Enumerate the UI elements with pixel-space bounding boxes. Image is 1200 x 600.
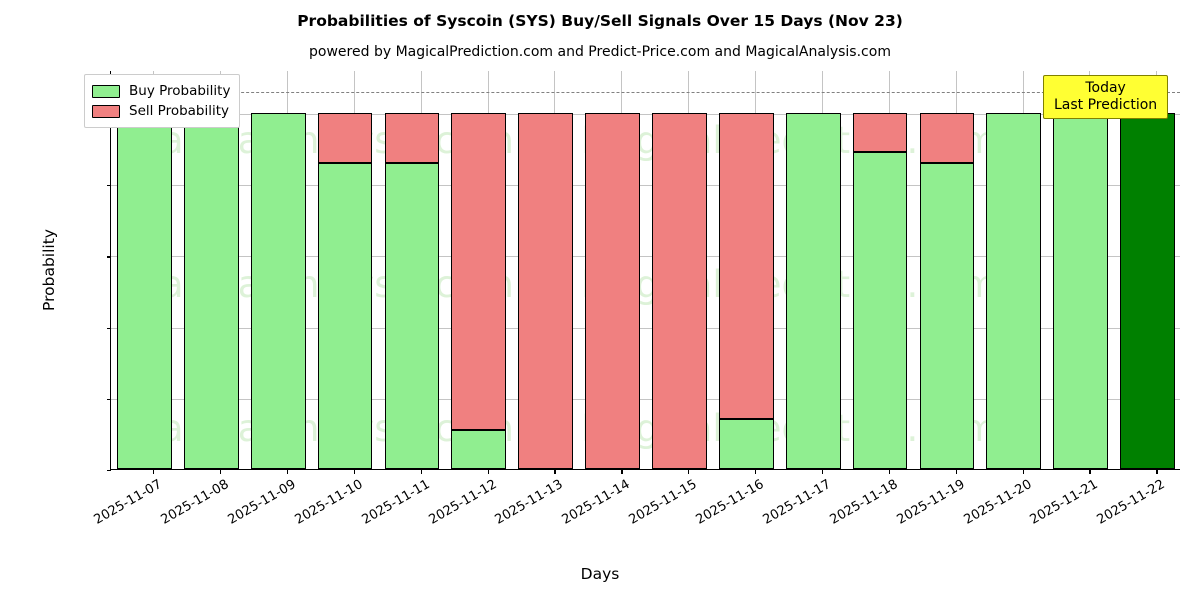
legend-label-sell: Sell Probability <box>129 103 230 119</box>
bar-segment-sell[interactable] <box>451 112 507 430</box>
bar-segment-buy[interactable] <box>117 112 172 469</box>
x-tick-mark <box>821 469 824 474</box>
gridline <box>111 398 1180 400</box>
bar-segment-sell[interactable] <box>518 112 574 469</box>
bar-segment-sell[interactable] <box>852 112 908 152</box>
bar-segment-sell[interactable] <box>652 112 707 469</box>
x-tick-mark <box>554 469 556 474</box>
top-dashed-line <box>111 92 1180 93</box>
bar-segment-buy[interactable] <box>986 112 1042 469</box>
bar-group[interactable] <box>1053 71 1109 469</box>
today-annotation: Today Last Prediction <box>1043 75 1169 120</box>
x-axis-label: Days <box>580 565 620 583</box>
bar-segment-sell[interactable] <box>585 112 640 469</box>
page-title: Probabilities of Syscoin (SYS) Buy/Sell … <box>297 12 903 30</box>
bar-group[interactable] <box>183 71 239 469</box>
today-annotation-line2: Last Prediction <box>1054 96 1158 113</box>
bar-group[interactable] <box>852 71 908 469</box>
x-tick-mark <box>420 469 422 474</box>
bar-group[interactable] <box>117 71 172 469</box>
bar-group[interactable] <box>1120 71 1175 469</box>
gridline <box>111 185 1180 186</box>
x-tick-mark <box>755 469 757 474</box>
bar-group[interactable] <box>919 71 975 469</box>
y-tick-mark <box>106 185 111 187</box>
bar-segment-sell[interactable] <box>384 112 440 163</box>
bar-segment-buy[interactable] <box>384 162 440 469</box>
x-tick-mark <box>220 469 222 474</box>
bar-group[interactable] <box>585 71 640 469</box>
legend-label-buy: Buy Probability <box>129 83 231 99</box>
y-tick-mark <box>106 327 111 329</box>
x-tick-mark <box>487 469 489 474</box>
bar-segment-buy[interactable] <box>250 112 306 469</box>
x-tick-mark <box>153 469 155 474</box>
bar-group[interactable] <box>250 71 306 469</box>
chart-legend: Buy Probability Sell Probability <box>84 74 241 128</box>
bar-segment-buy[interactable] <box>718 419 774 469</box>
bar-segment-buy[interactable] <box>852 151 908 469</box>
bar-group[interactable] <box>518 71 574 469</box>
bar-segment-buy[interactable] <box>183 112 239 469</box>
y-tick-mark <box>106 256 111 258</box>
bar-group[interactable] <box>785 71 841 469</box>
legend-item-buy: Buy Probability <box>92 81 230 101</box>
bar-segment-buy[interactable] <box>1053 112 1109 469</box>
x-tick-mark <box>1022 469 1024 474</box>
gridline <box>111 327 1180 329</box>
bar-group[interactable] <box>718 71 774 469</box>
bar-segment-sell[interactable] <box>718 112 774 420</box>
bar-segment-sell[interactable] <box>317 112 373 163</box>
x-tick-mark <box>286 469 289 474</box>
x-tick-mark <box>955 469 957 474</box>
today-annotation-line1: Today <box>1085 80 1126 96</box>
bar-segment-buy[interactable] <box>451 429 507 469</box>
bar-group[interactable] <box>317 71 373 469</box>
legend-swatch-buy-icon <box>92 84 120 98</box>
gridline <box>111 256 1180 258</box>
x-tick-mark <box>688 469 690 474</box>
bar-segment-buy[interactable] <box>785 112 841 469</box>
legend-swatch-sell-icon <box>92 104 120 118</box>
bar-group[interactable] <box>384 71 440 469</box>
y-axis-label: Probability <box>40 229 58 311</box>
bar-segment-buy[interactable] <box>317 162 373 469</box>
x-tick-mark <box>621 469 623 474</box>
bar-group[interactable] <box>451 71 507 469</box>
legend-item-sell: Sell Probability <box>92 101 230 121</box>
x-tick-mark <box>1089 469 1091 474</box>
bar-segment-buy[interactable] <box>919 162 975 469</box>
gridline <box>111 113 1180 115</box>
bar-group[interactable] <box>652 71 707 469</box>
bar-segment-sell[interactable] <box>919 112 975 163</box>
x-tick-mark <box>888 469 891 474</box>
chart-subtitle: powered by MagicalPrediction.com and Pre… <box>309 44 891 60</box>
y-tick-mark <box>106 398 111 401</box>
plot-clip: MagicalAnalysis.comMagicalPrediction.com… <box>111 71 1180 469</box>
x-tick-mark <box>1156 469 1158 474</box>
plot-area: MagicalAnalysis.comMagicalPrediction.com… <box>40 71 1180 528</box>
y-tick-mark <box>106 470 111 472</box>
bar-group[interactable] <box>986 71 1042 469</box>
x-tick-mark <box>353 469 356 474</box>
bar-segment-buy[interactable] <box>1120 112 1175 469</box>
